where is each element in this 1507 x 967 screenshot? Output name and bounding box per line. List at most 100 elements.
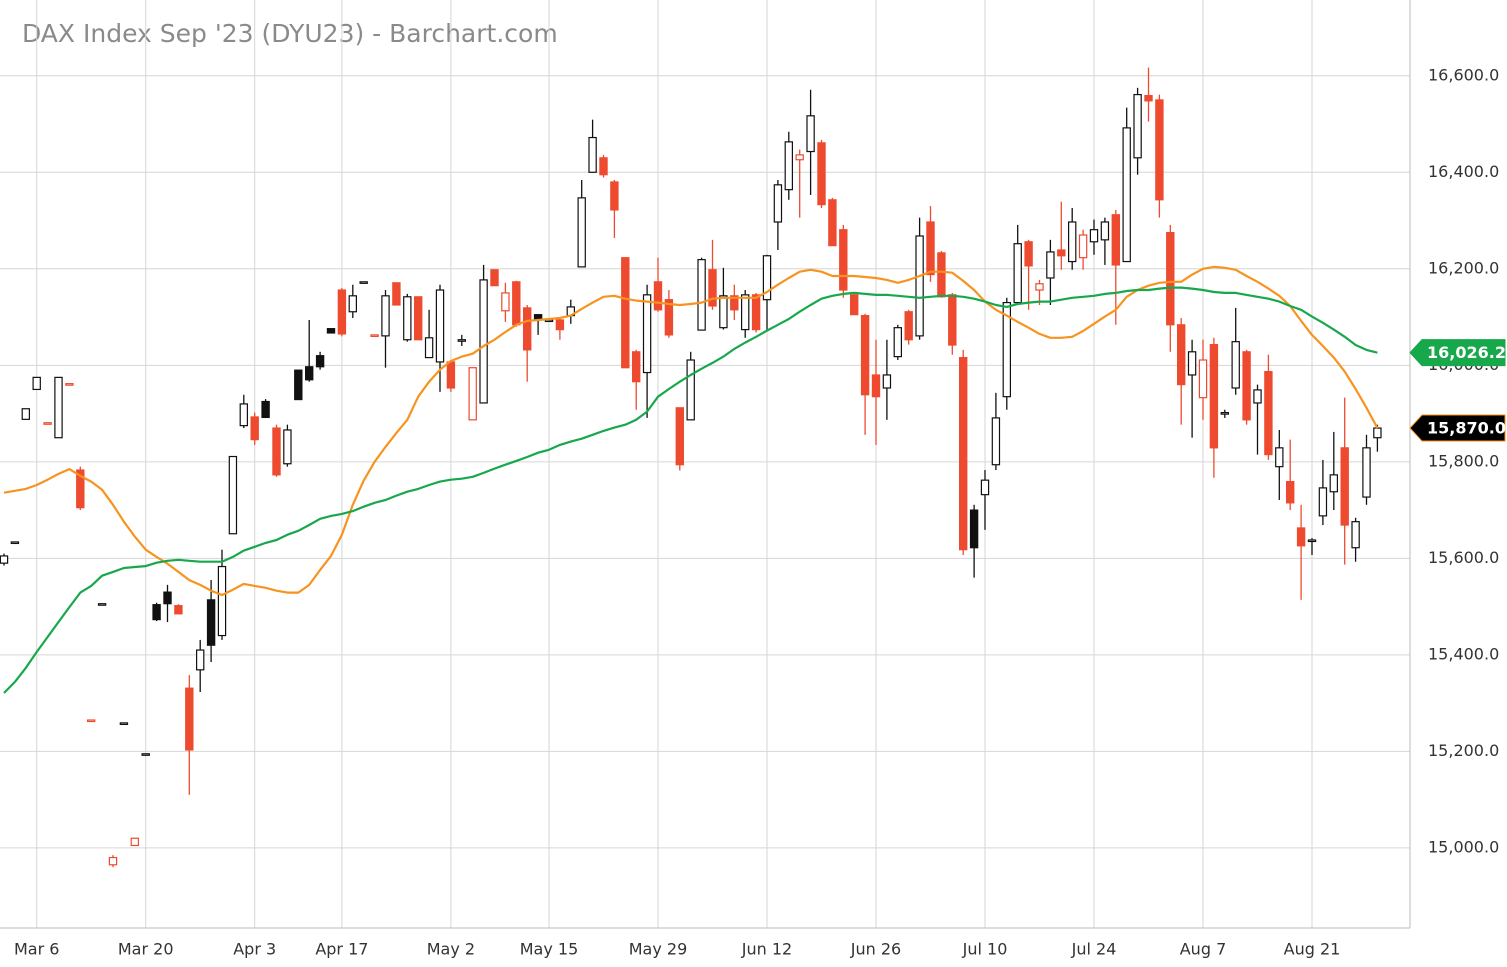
candle-body (1264, 370, 1273, 456)
candle-body (610, 181, 619, 211)
candle-body (1111, 214, 1120, 266)
candle-body (915, 235, 924, 337)
candle-body (675, 407, 685, 466)
candle-body (435, 289, 445, 363)
candle-body (65, 383, 74, 386)
y-tick-label: 15,600.0 (1428, 548, 1499, 567)
candle-body (468, 367, 477, 421)
candle-body (337, 289, 347, 335)
candle-body (522, 307, 532, 351)
candle-body (490, 269, 499, 287)
badge-label: 15,870.0 (1427, 419, 1506, 438)
y-tick-label: 15,200.0 (1428, 741, 1499, 760)
candle-body (599, 157, 608, 176)
candle-body (1318, 487, 1328, 517)
y-tick-label: 15,800.0 (1428, 451, 1499, 470)
candle-body (1144, 94, 1153, 102)
price-badge: 16,026.2 (1409, 339, 1506, 367)
candle-body (1373, 427, 1382, 439)
candle-body (686, 359, 695, 421)
candle-body (315, 355, 325, 368)
x-tick-label: Aug 21 (1284, 940, 1341, 959)
x-tick-label: Aug 7 (1180, 940, 1227, 959)
candle-body (958, 356, 968, 551)
candle-body (261, 400, 270, 419)
candle-body (152, 604, 161, 621)
candle-body (141, 753, 150, 756)
candle-body (1187, 351, 1197, 376)
candle-body (446, 361, 456, 389)
candle-body (392, 282, 401, 306)
candle-body (751, 294, 761, 331)
x-tick-label: Mar 20 (118, 940, 174, 959)
candle-body (980, 479, 990, 496)
x-tick-label: May 2 (427, 940, 475, 959)
candle-body (54, 376, 63, 439)
candle-body (1307, 539, 1317, 543)
candle-body (1242, 351, 1251, 421)
candle-body (631, 351, 641, 383)
candle-body (403, 296, 412, 341)
candle-body (860, 315, 870, 396)
candle-body (1176, 324, 1186, 386)
candle-body (697, 259, 706, 331)
candle-body (1046, 251, 1055, 279)
candle-body (32, 376, 41, 391)
candle-body (381, 295, 390, 337)
candle-body (1275, 447, 1284, 468)
x-tick-label: Jun 12 (741, 940, 792, 959)
candle-body (969, 509, 979, 549)
candle-body (1133, 93, 1142, 159)
candle-body (1057, 249, 1066, 257)
candle-body (239, 403, 248, 427)
x-tick-label: Jul 10 (962, 940, 1008, 959)
ma-line (3, 286, 1378, 694)
candle-body (305, 366, 314, 381)
badge-label: 16,026.2 (1427, 343, 1506, 362)
candle-body (86, 719, 96, 723)
price-badge: 15,870.0 (1409, 414, 1506, 442)
candle-body (76, 469, 85, 509)
x-tick-label: Jun 26 (850, 940, 901, 959)
candle-body (1231, 341, 1240, 389)
candle-body (1296, 527, 1306, 547)
candle-body (740, 294, 750, 331)
candle-body (762, 255, 772, 301)
ma-line (3, 265, 1379, 597)
candle-body (174, 605, 183, 615)
candle-body (97, 603, 107, 606)
candle-body (708, 269, 717, 307)
candle-body (1329, 474, 1338, 493)
candle-body (577, 197, 586, 268)
candle-body (784, 141, 794, 191)
candle-body (664, 299, 674, 336)
candle-body (1013, 243, 1022, 304)
candle-body (185, 687, 194, 751)
y-tick-label: 16,600.0 (1428, 65, 1499, 84)
candle-body (370, 334, 379, 338)
candle-body (1078, 234, 1088, 259)
candle-body (1100, 221, 1110, 241)
candle-body (272, 427, 281, 476)
badge-shape (1409, 414, 1506, 442)
candle-body (588, 136, 597, 173)
candle-body (457, 339, 467, 342)
candle-body (1209, 343, 1219, 449)
candle-body (1285, 481, 1295, 504)
y-tick-label: 15,000.0 (1428, 837, 1499, 856)
candle-body (730, 295, 739, 311)
candle-body (414, 296, 423, 341)
candle-body (555, 319, 565, 331)
candle-body (806, 115, 815, 153)
candle-body (326, 328, 336, 334)
candle-body (871, 374, 881, 398)
candle-body (882, 374, 892, 389)
candle-body (1155, 99, 1164, 201)
candle-body (795, 154, 804, 161)
y-tick-label: 16,200.0 (1428, 258, 1499, 277)
candle-body (621, 257, 630, 369)
candle-body (1024, 241, 1033, 267)
y-tick-label: 15,400.0 (1428, 644, 1499, 663)
candle-body (1340, 447, 1349, 526)
